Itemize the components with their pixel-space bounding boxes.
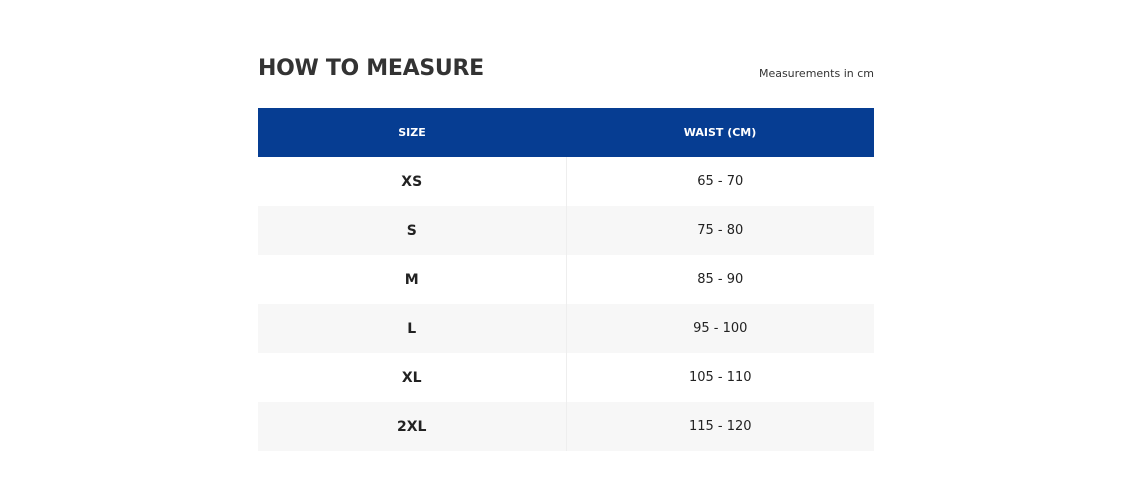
waist-cell: 115 - 120 — [566, 402, 874, 451]
table-body: XS 65 - 70 S 75 - 80 M 85 - 90 L 95 - 100 XL 105 … — [258, 157, 874, 451]
title: HOW TO MEASURE — [258, 56, 484, 81]
table-row: 2XL 115 - 120 — [258, 402, 874, 451]
waist-cell: 95 - 100 — [566, 304, 874, 353]
size-cell: XL — [258, 353, 567, 402]
size-cell: 2XL — [258, 402, 567, 451]
waist-cell: 85 - 90 — [697, 272, 744, 287]
table-head: SIZE WAIST (CM) — [258, 108, 874, 157]
waist-cell: 75 - 80 — [566, 206, 874, 255]
waist-cell: 65 - 70 — [697, 174, 744, 189]
column-header: WAIST (CM) — [566, 108, 874, 157]
table-row: S 75 - 80 — [258, 206, 874, 255]
note: Measurements in cm — [758, 67, 874, 80]
size-cell: S — [258, 206, 567, 255]
column-header: SIZE — [258, 108, 566, 157]
waist-cell: 105 - 110 — [688, 370, 752, 385]
header-row: SIZE WAIST (CM) — [258, 108, 874, 157]
size-table: SIZE WAIST (CM) XS 65 - 70 S 75 - 80 M 85 - 90… — [258, 108, 874, 451]
table-row: XS 65 - 70 — [258, 157, 874, 206]
size-cell: L — [258, 304, 567, 353]
size-cell: XS — [258, 157, 567, 206]
size-cell: M — [258, 255, 567, 304]
table-row: M 85 - 90 — [258, 255, 874, 304]
table-row: L 95 - 100 — [258, 304, 874, 353]
table-row: XL 105 - 110 — [258, 353, 874, 402]
